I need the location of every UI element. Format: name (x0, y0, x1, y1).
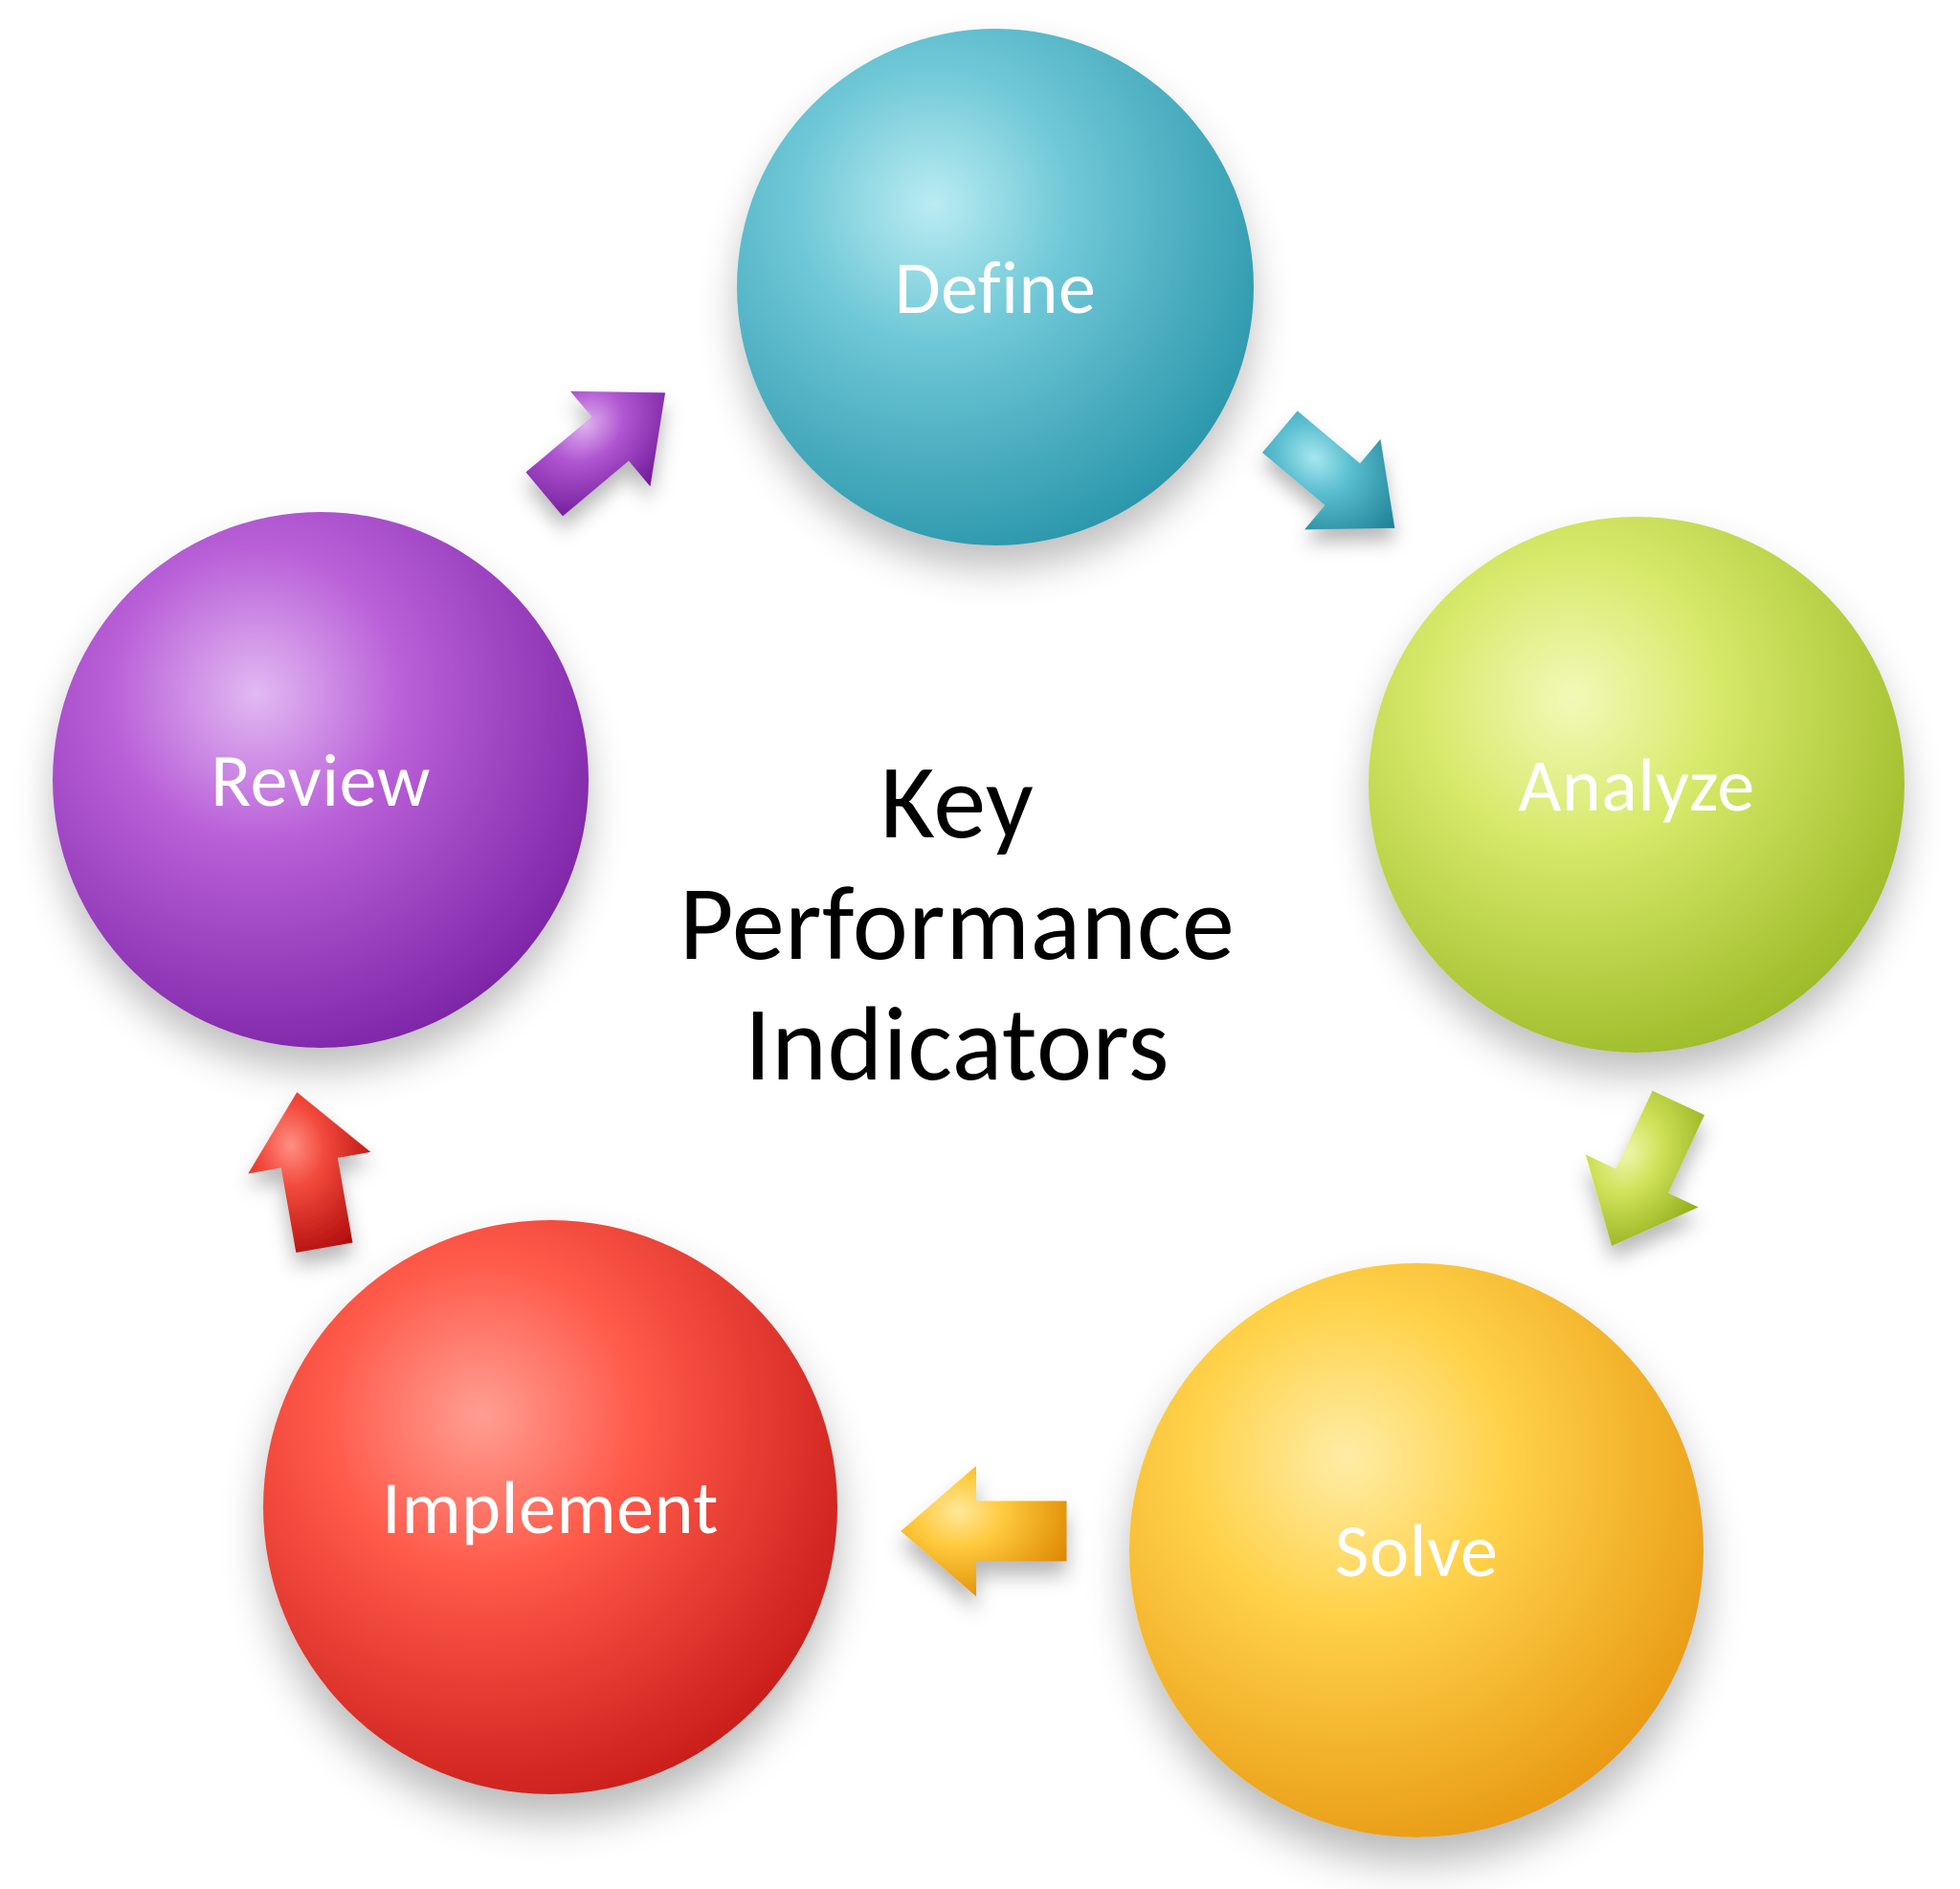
node-label-analyze: Analyze (1518, 740, 1754, 831)
node-label-review: Review (211, 735, 431, 826)
node-analyze: Analyze (1369, 517, 1904, 1053)
arrow-icon (1241, 387, 1432, 573)
node-define: Define (737, 29, 1254, 545)
arrow-icon (1555, 1077, 1735, 1272)
arrow-analyze-to-solve (1540, 1062, 1751, 1283)
node-label-solve: Solve (1335, 1505, 1499, 1596)
arrow-icon (901, 1466, 1066, 1597)
node-label-implement: Implement (382, 1462, 719, 1553)
arrow-define-to-analyze (1226, 370, 1445, 587)
arrow-icon (504, 345, 705, 543)
node-implement: Implement (263, 1220, 837, 1794)
node-label-define: Define (895, 242, 1097, 333)
arrow-review-to-define (488, 331, 719, 559)
node-solve: Solve (1129, 1263, 1704, 1837)
cycle-diagram-stage: Key Performance Indicators Define Analyze S… (0, 0, 1960, 1889)
arrow-icon (235, 1081, 386, 1258)
node-review: Review (53, 512, 589, 1048)
arrow-implement-to-review (221, 1074, 402, 1270)
arrow-solve-to-implement (896, 1451, 1077, 1611)
center-title: Key Performance Indicators (479, 742, 1436, 1105)
